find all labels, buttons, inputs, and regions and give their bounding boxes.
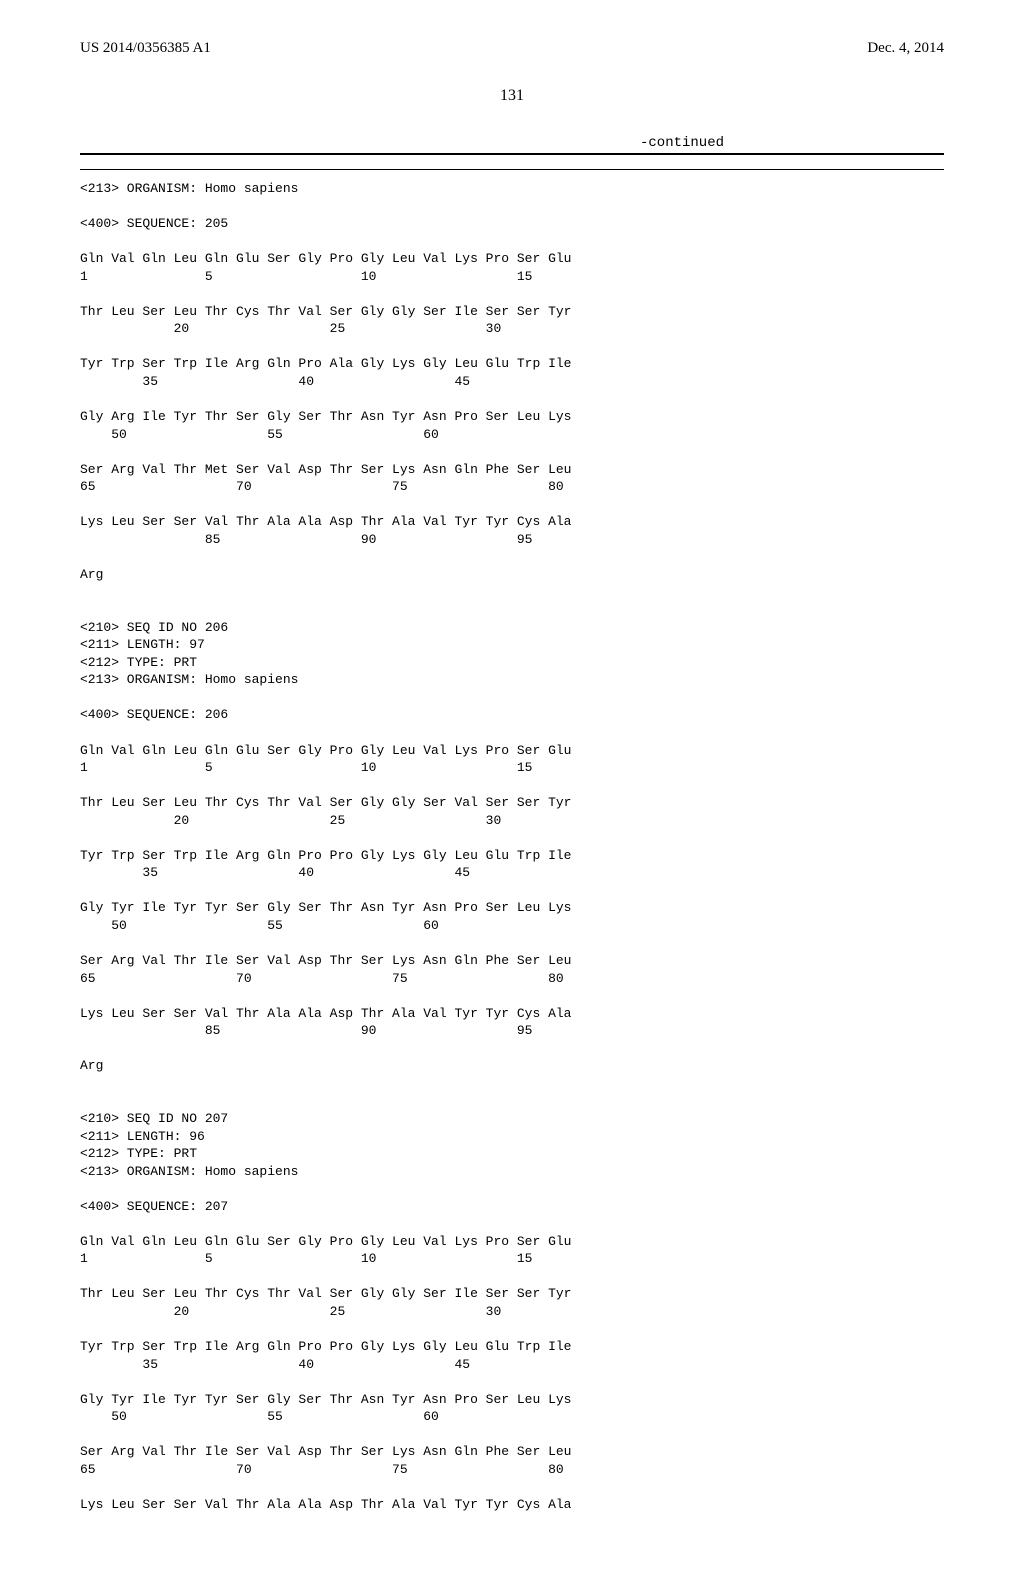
page-number: 131	[80, 87, 944, 105]
continued-label: -continued	[80, 135, 724, 151]
header-left: US 2014/0356385 A1	[80, 40, 211, 57]
rule-bottom	[80, 169, 944, 170]
page-container: US 2014/0356385 A1 Dec. 4, 2014 131 -con…	[0, 0, 1024, 1574]
sequence-listing: <213> ORGANISM: Homo sapiens <400> SEQUE…	[80, 180, 944, 1514]
page-header: US 2014/0356385 A1 Dec. 4, 2014	[80, 40, 944, 57]
header-right: Dec. 4, 2014	[867, 40, 944, 57]
rule-top	[80, 153, 944, 155]
